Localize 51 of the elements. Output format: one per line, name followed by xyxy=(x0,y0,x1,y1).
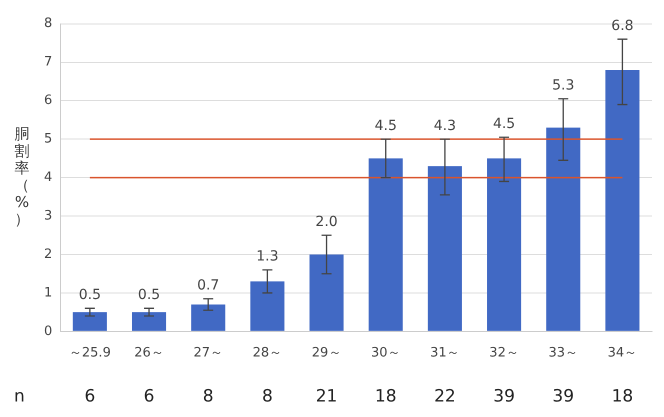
x-tick-label: 29～ xyxy=(312,346,342,361)
y-tick-label: 7 xyxy=(44,54,52,70)
text: 6 xyxy=(144,386,154,406)
x-tick-label: 30～ xyxy=(370,346,400,361)
text: 18 xyxy=(612,386,634,406)
bar xyxy=(250,281,284,331)
text: 39 xyxy=(493,386,515,406)
y-tick-label: 8 xyxy=(44,16,52,32)
text: 8 xyxy=(202,386,214,406)
x-tick-label: 31～ xyxy=(430,346,460,361)
bar xyxy=(72,312,107,331)
bar xyxy=(428,166,462,331)
data-label: 0.5 xyxy=(78,286,101,303)
data-label: 5.3 xyxy=(552,77,574,94)
x-tick-label: 33～ xyxy=(548,346,578,361)
x-tick-label: 27～ xyxy=(193,346,223,361)
text: 18 xyxy=(374,386,397,406)
bar xyxy=(310,254,344,331)
y-tick-label: 5 xyxy=(44,132,52,147)
text: 6 xyxy=(84,386,96,406)
x-tick-label: 32～ xyxy=(489,346,519,361)
data-label: 0.7 xyxy=(197,277,220,294)
x-tick-label: ～25.9 xyxy=(68,346,111,361)
bar xyxy=(132,312,166,331)
data-label: 6.8 xyxy=(611,18,634,34)
y-tick-label: 1 xyxy=(44,285,52,300)
text: 39 xyxy=(552,386,574,406)
bar xyxy=(487,158,522,331)
text: 8 xyxy=(262,386,273,406)
y-tick-label: 0 xyxy=(44,324,52,339)
x-tick-label: 28～ xyxy=(252,346,282,361)
data-label: 4.5 xyxy=(492,116,516,132)
bar xyxy=(605,70,640,331)
y-tick-label: 2 xyxy=(44,246,52,262)
bar xyxy=(191,304,226,331)
x-tick-label: 34～ xyxy=(608,346,638,361)
data-label: 4.5 xyxy=(374,118,397,134)
x-tick-label: 26～ xyxy=(134,346,164,361)
y-axis-title: 胴割率（%） xyxy=(14,124,30,228)
data-label: 2.0 xyxy=(315,214,338,230)
y-tick-label: 6 xyxy=(44,93,52,108)
y-tick-label: 3 xyxy=(44,208,52,224)
text: 21 xyxy=(316,386,338,406)
bar xyxy=(546,128,580,331)
data-label: 1.3 xyxy=(256,248,279,265)
text: 22 xyxy=(434,386,456,406)
text: n xyxy=(14,386,25,406)
data-label: 4.3 xyxy=(434,118,456,134)
bar xyxy=(368,158,403,331)
y-tick-label: 4 xyxy=(44,170,52,185)
data-label: 0.5 xyxy=(138,286,160,303)
